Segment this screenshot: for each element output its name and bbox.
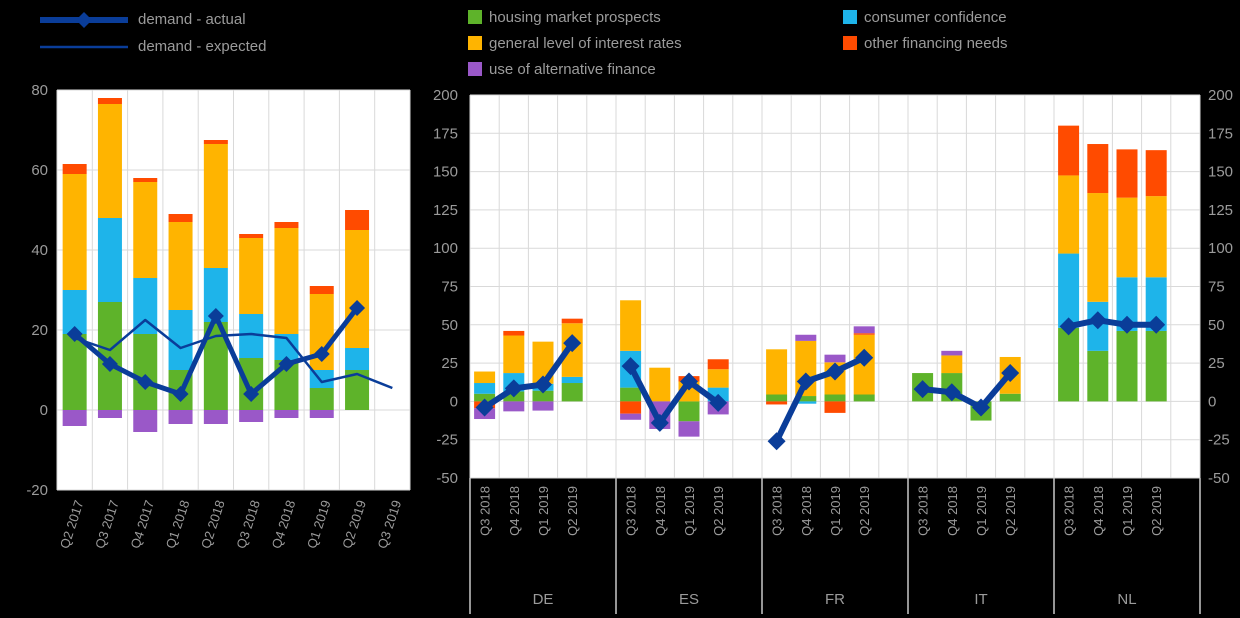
svg-text:Q3 2018: Q3 2018 [478,486,493,536]
svg-text:Q2 2019: Q2 2019 [1149,486,1164,536]
svg-text:125: 125 [1208,202,1233,219]
legend-item-interest: general level of interest rates [468,30,682,56]
svg-text:175: 175 [433,125,458,142]
svg-text:Q2 2019: Q2 2019 [711,486,726,536]
svg-text:Q3 2018: Q3 2018 [1062,486,1077,536]
svg-text:0: 0 [450,393,458,410]
legend-item-alternative: use of alternative finance [468,56,682,82]
legend-consumer-label: consumer confidence [864,8,1007,26]
legend-demand-actual-label: demand - actual [138,11,246,28]
svg-text:0: 0 [1208,393,1216,410]
legend-factors-column-2: consumer confidence other financing need… [843,4,1007,56]
svg-text:80: 80 [31,82,48,99]
svg-text:Q2 2019: Q2 2019 [565,486,580,536]
svg-text:25: 25 [441,355,458,372]
svg-text:-50: -50 [1208,470,1230,487]
svg-text:IT: IT [974,591,987,608]
svg-text:Q2 2019: Q2 2019 [1003,486,1018,536]
svg-text:-25: -25 [1208,432,1230,449]
svg-text:200: 200 [433,87,458,104]
svg-text:Q1 2019: Q1 2019 [974,486,989,536]
legend-interest-label: general level of interest rates [489,34,682,52]
svg-text:50: 50 [441,317,458,334]
legend-item-other: other financing needs [843,30,1007,56]
svg-text:Q1 2018: Q1 2018 [163,498,193,550]
legend-housing-label: housing market prospects [489,8,661,26]
svg-text:125: 125 [433,202,458,219]
svg-text:Q4 2018: Q4 2018 [653,486,668,536]
svg-text:FR: FR [825,591,845,608]
svg-text:Q2 2019: Q2 2019 [857,486,872,536]
svg-text:Q4 2018: Q4 2018 [799,486,814,536]
svg-text:0: 0 [40,402,48,419]
svg-text:100: 100 [433,240,458,257]
svg-text:Q2 2018: Q2 2018 [198,498,228,550]
svg-text:25: 25 [1208,355,1225,372]
svg-text:Q1 2019: Q1 2019 [304,498,334,550]
svg-text:Q3 2018: Q3 2018 [624,486,639,536]
svg-text:20: 20 [31,322,48,339]
svg-text:Q4 2018: Q4 2018 [269,498,299,550]
svg-text:Q3 2018: Q3 2018 [770,486,785,536]
svg-text:Q3 2017: Q3 2017 [92,498,122,550]
svg-text:Q3 2018: Q3 2018 [233,498,263,550]
alternative-swatch-icon [468,62,482,76]
other-swatch-icon [843,36,857,50]
svg-text:Q1 2019: Q1 2019 [682,486,697,536]
svg-text:Q4 2018: Q4 2018 [1091,486,1106,536]
svg-text:-20: -20 [26,482,48,499]
svg-text:175: 175 [1208,125,1233,142]
svg-text:Q1 2019: Q1 2019 [828,486,843,536]
svg-text:Q2 2017: Q2 2017 [57,498,87,550]
svg-text:150: 150 [433,164,458,181]
svg-text:60: 60 [31,162,48,179]
svg-text:DE: DE [533,591,554,608]
svg-text:Q4 2018: Q4 2018 [507,486,522,536]
svg-text:150: 150 [1208,164,1233,181]
demand-actual-line-sample [40,11,128,28]
legend-demand-expected: demand - expected [38,33,266,60]
svg-text:NL: NL [1117,591,1136,608]
housing-swatch-icon [468,10,482,24]
svg-text:75: 75 [441,279,458,296]
svg-text:-50: -50 [436,470,458,487]
svg-text:Q1 2019: Q1 2019 [536,486,551,536]
svg-text:Q1 2019: Q1 2019 [1120,486,1135,536]
svg-text:ES: ES [679,591,699,608]
legend-lines: demand - actual demand - expected [38,6,266,60]
legend-other-label: other financing needs [864,34,1008,52]
svg-text:200: 200 [1208,87,1233,104]
svg-text:Q4 2018: Q4 2018 [945,486,960,536]
consumer-swatch-icon [843,10,857,24]
demand-expected-line-sample [40,45,128,48]
interest-swatch-icon [468,36,482,50]
legend-demand-expected-label: demand - expected [138,38,267,55]
svg-text:Q4 2017: Q4 2017 [127,498,157,550]
legend-factors-column-1: housing market prospects general level o… [468,4,682,82]
svg-text:100: 100 [1208,240,1233,257]
legend-demand-actual: demand - actual [38,6,266,33]
svg-text:-25: -25 [436,432,458,449]
svg-text:Q3 2018: Q3 2018 [916,486,931,536]
svg-text:50: 50 [1208,317,1225,334]
legend-item-housing: housing market prospects [468,4,682,30]
svg-text:75: 75 [1208,279,1225,296]
svg-text:Q2 2019: Q2 2019 [339,498,369,550]
legend-item-consumer: consumer confidence [843,4,1007,30]
legend-alternative-label: use of alternative finance [489,60,656,78]
svg-text:40: 40 [31,242,48,259]
svg-text:Q3 2019: Q3 2019 [375,498,405,550]
